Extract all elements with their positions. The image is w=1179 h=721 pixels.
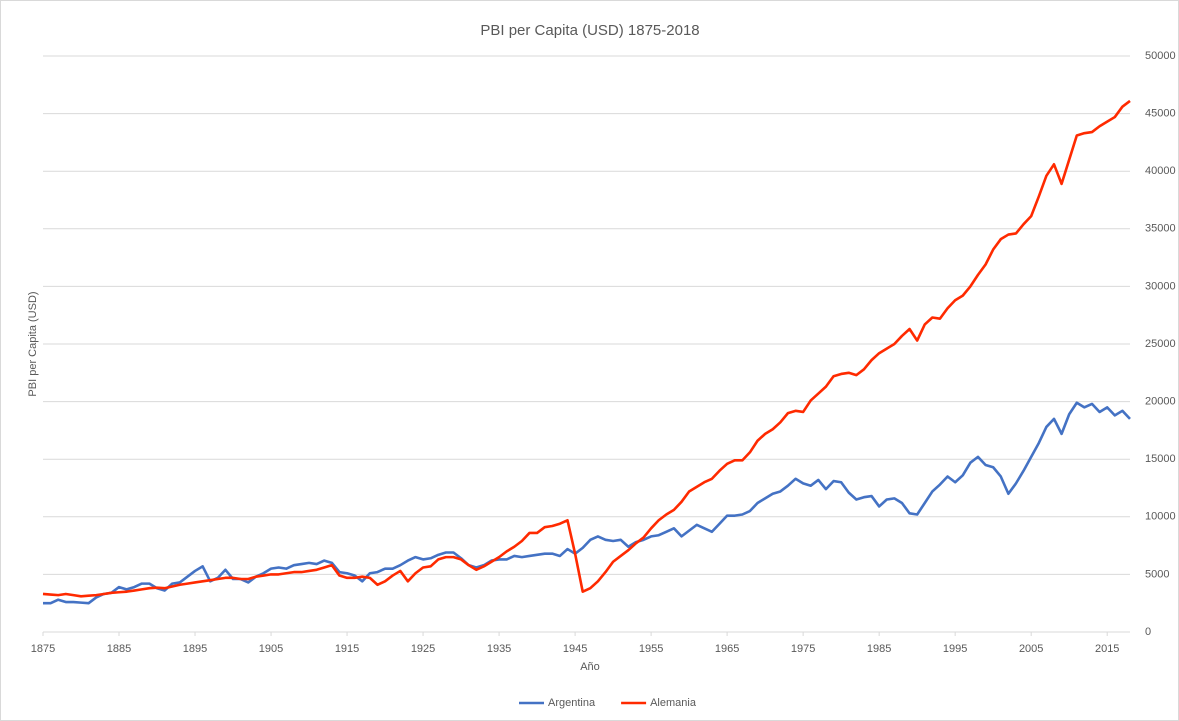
- x-tick-label: 1915: [335, 643, 359, 655]
- x-tick-label: 1995: [943, 643, 967, 655]
- x-tick-label: 1885: [107, 643, 131, 655]
- y-axis-label: PBI per Capita (USD): [27, 291, 39, 396]
- legend-label: Argentina: [548, 697, 596, 709]
- y-tick-label: 45000: [1145, 108, 1176, 120]
- x-axis-label: Año: [580, 661, 600, 673]
- x-tick-label: 1895: [183, 643, 207, 655]
- x-tick-label: 1965: [715, 643, 739, 655]
- y-tick-label: 5000: [1145, 568, 1169, 580]
- x-tick-label: 1875: [31, 643, 55, 655]
- x-tick-label: 1945: [563, 643, 587, 655]
- x-tick-label: 1935: [487, 643, 511, 655]
- y-tick-label: 40000: [1145, 165, 1176, 177]
- chart-title: PBI per Capita (USD) 1875-2018: [480, 22, 699, 39]
- y-tick-label: 0: [1145, 626, 1151, 638]
- y-tick-label: 50000: [1145, 50, 1176, 62]
- legend-label: Alemania: [650, 697, 697, 709]
- x-tick-label: 2015: [1095, 643, 1119, 655]
- y-tick-label: 30000: [1145, 280, 1176, 292]
- x-tick-label: 1975: [791, 643, 815, 655]
- x-tick-label: 1955: [639, 643, 663, 655]
- y-tick-label: 35000: [1145, 223, 1176, 235]
- y-tick-label: 25000: [1145, 338, 1176, 350]
- y-tick-label: 20000: [1145, 396, 1176, 408]
- x-tick-label: 1905: [259, 643, 283, 655]
- x-tick-label: 2005: [1019, 643, 1043, 655]
- x-tick-label: 1985: [867, 643, 891, 655]
- series-line: [43, 401, 1131, 605]
- series-line: [42, 99, 1131, 598]
- y-tick-label: 15000: [1145, 453, 1176, 465]
- x-tick-label: 1925: [411, 643, 435, 655]
- y-tick-label: 10000: [1145, 511, 1176, 523]
